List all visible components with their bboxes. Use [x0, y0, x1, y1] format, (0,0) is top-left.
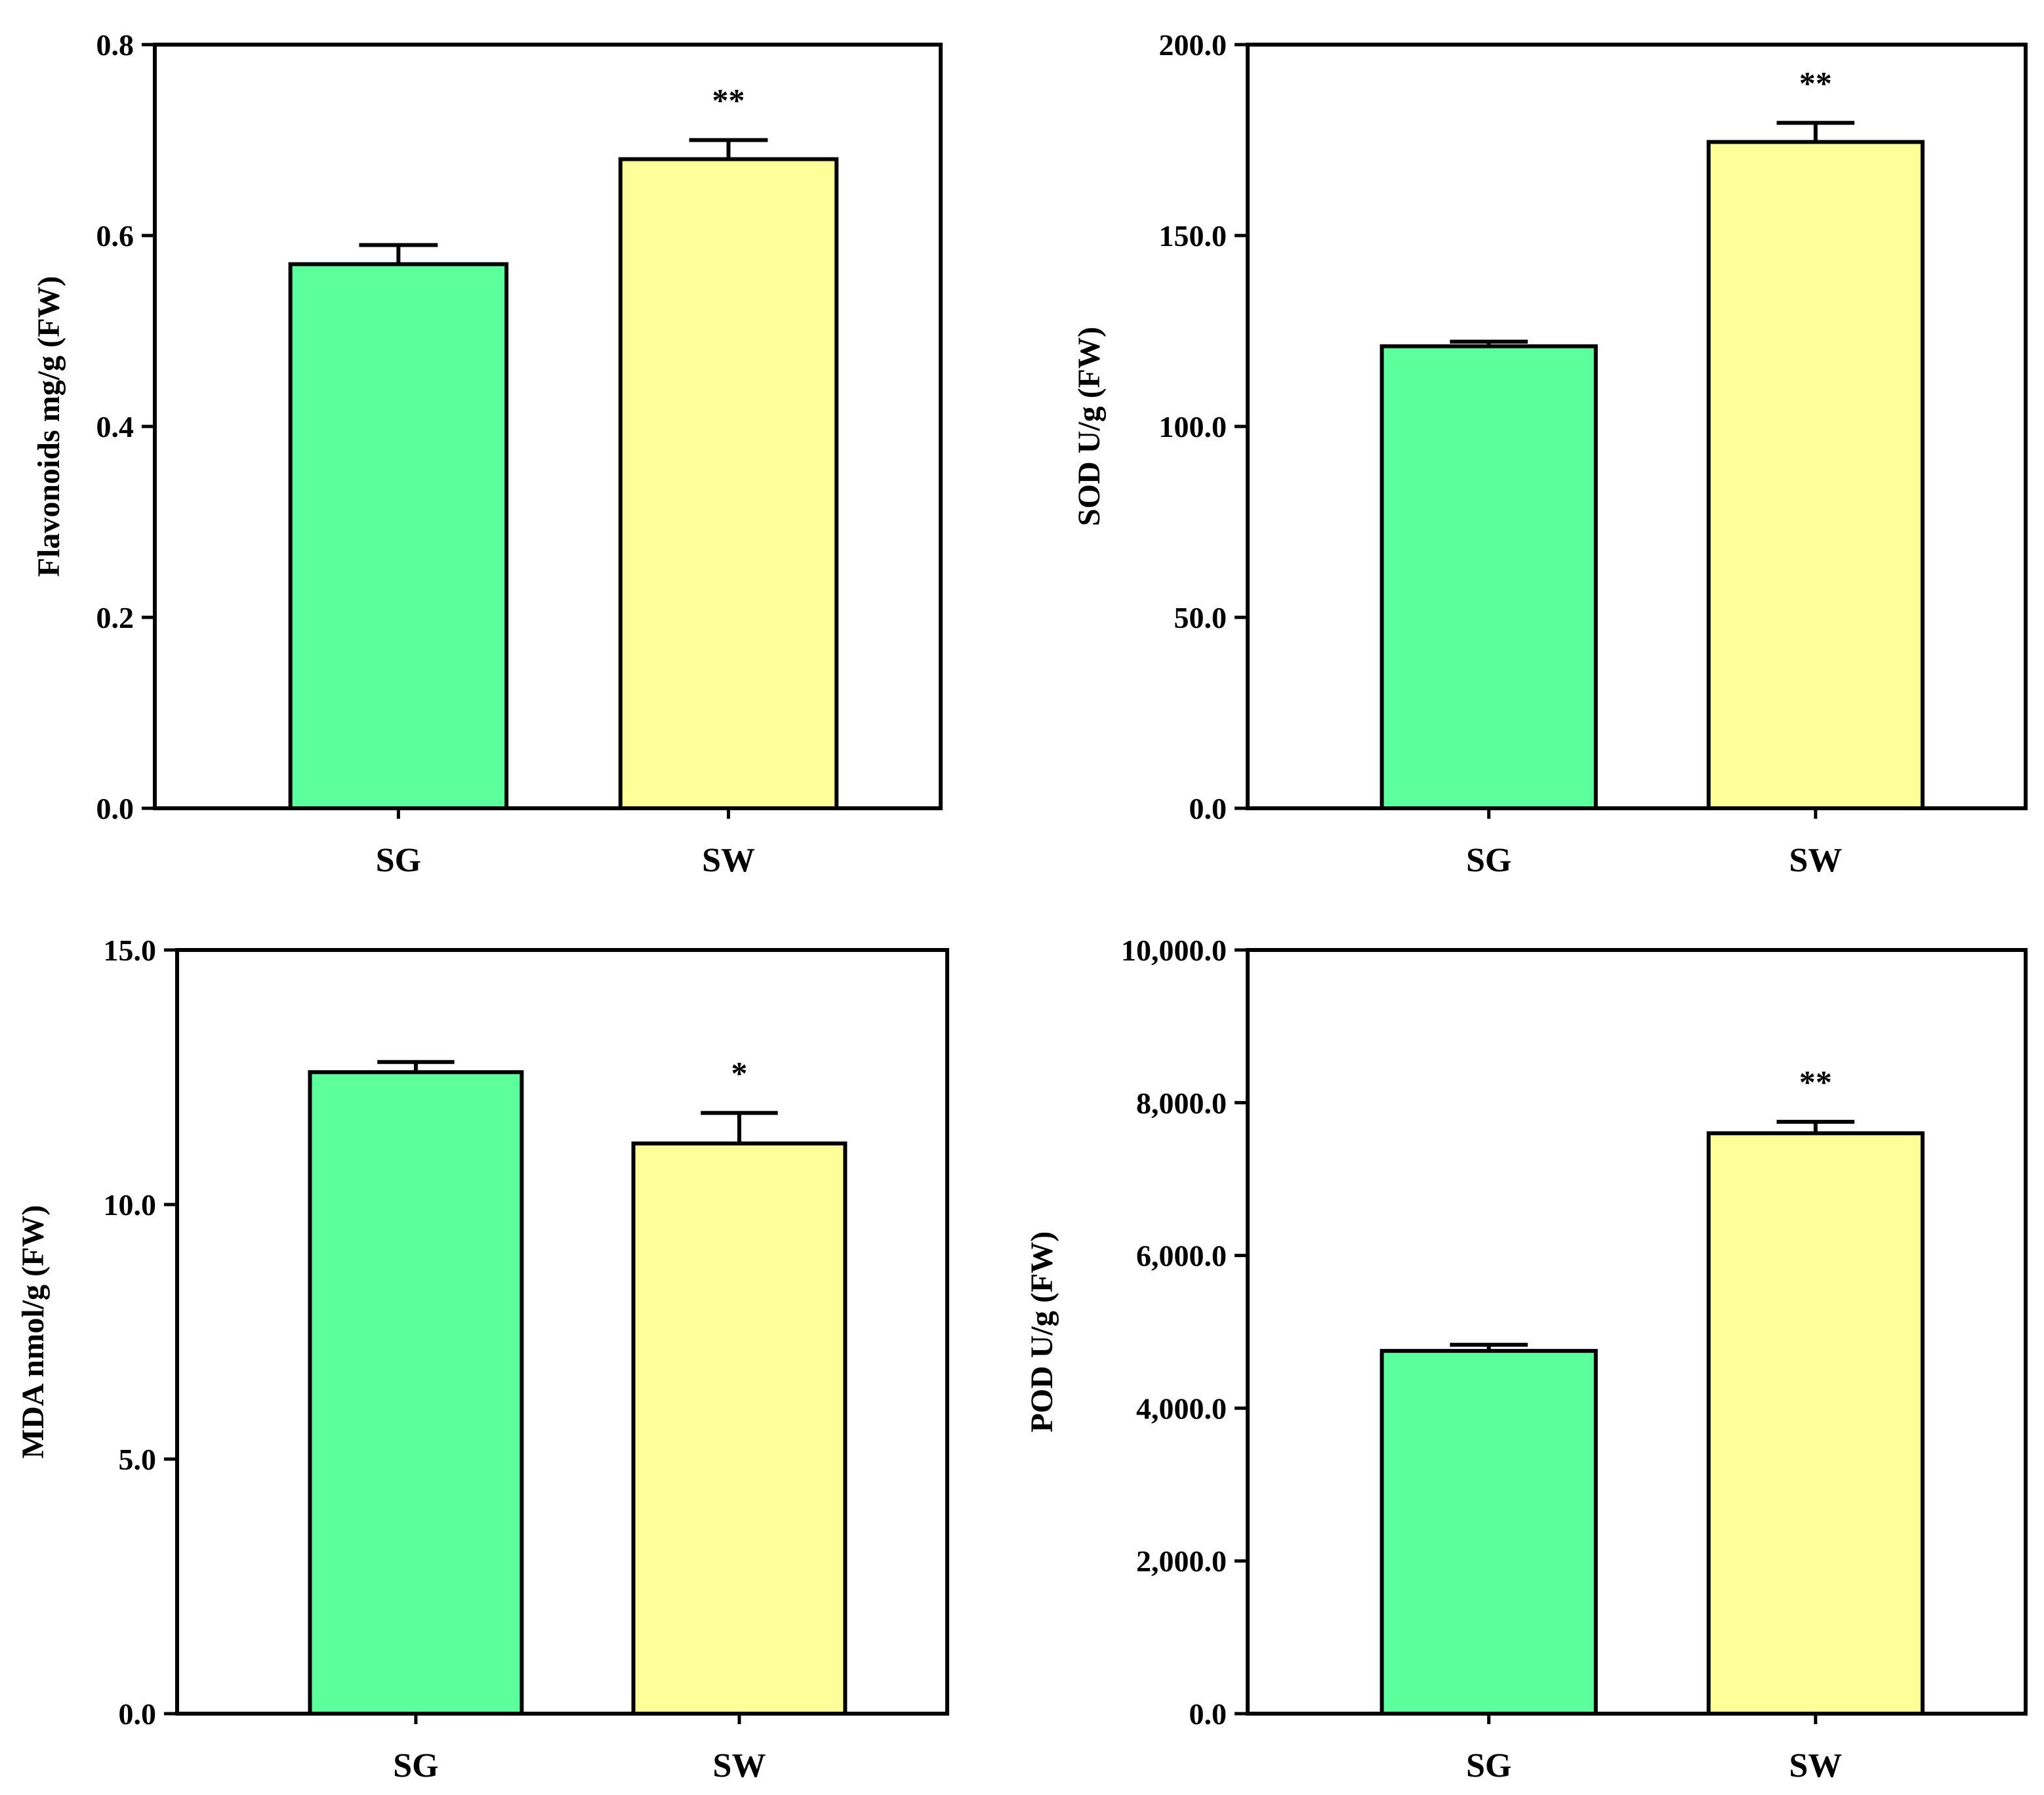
- bar-sw: [1706, 1131, 1925, 1716]
- y-tick-label: 10,000.0: [1121, 934, 1227, 967]
- y-axis-title: Flavonoids mg/g (FW): [31, 276, 66, 577]
- bar-sg: [1380, 1349, 1598, 1716]
- x-tick-label-sg: SG: [393, 1747, 438, 1785]
- y-tick-label: 5.0: [119, 1443, 157, 1476]
- y-axis-title: SOD U/g (FW): [1072, 327, 1107, 526]
- y-tick-label: 0.4: [96, 410, 134, 444]
- y-tick-label: 0.0: [119, 1697, 157, 1731]
- bar-sg: [288, 262, 509, 810]
- significance-label-sw: **: [712, 82, 745, 119]
- chart-mda: SG * SW 0.0 5.0 10.0 15.0 MDA nmol/g (FW): [16, 934, 949, 1785]
- x-tick-label-sg: SG: [1466, 842, 1511, 879]
- y-tick-label: 50.0: [1174, 601, 1227, 634]
- chart-pod: SG ** SW 0.0 2,000.0 4,000.0 6,000.0 8,000.0 10,…: [1025, 934, 2028, 1785]
- x-tick-label-sw: SW: [1789, 1747, 1842, 1785]
- y-tick-label: 8,000.0: [1136, 1086, 1227, 1120]
- y-tick-label: 4,000.0: [1136, 1392, 1227, 1425]
- bar-sw: [631, 1141, 848, 1716]
- bar-sg: [1380, 344, 1598, 810]
- y-tick-label: 150.0: [1159, 219, 1227, 253]
- x-tick-label-sw: SW: [1789, 842, 1842, 879]
- plot-frame: [1246, 948, 2028, 1716]
- plot-frame: [1246, 43, 2028, 810]
- significance-label-sw: **: [1799, 1063, 1832, 1100]
- significance-label-sw: **: [1799, 64, 1832, 101]
- bar-sw: [1706, 140, 1925, 811]
- plot-frame: [175, 948, 949, 1716]
- x-tick-label-sg: SG: [376, 842, 421, 879]
- y-tick-label: 10.0: [104, 1188, 157, 1222]
- bar-sw: [618, 157, 839, 811]
- x-tick-label-sw: SW: [713, 1747, 766, 1785]
- y-tick-label: 0.8: [96, 28, 134, 62]
- y-tick-label: 0.0: [1189, 1697, 1227, 1731]
- y-axis-title: MDA nmol/g (FW): [16, 1205, 51, 1459]
- y-tick-label: 2,000.0: [1136, 1544, 1227, 1578]
- x-tick-label-sg: SG: [1466, 1747, 1511, 1785]
- y-tick-label: 15.0: [104, 934, 157, 967]
- x-tick-label-sw: SW: [702, 842, 755, 879]
- chart-flavonoids: SG ** SW 0.0 0.2 0.4 0.6 0.8 Flavonoids mg/g (FW…: [31, 28, 943, 879]
- y-tick-label: 100.0: [1159, 410, 1227, 444]
- chart-sod: SG ** SW 0.0 50.0 100.0 150.0 200.0 SOD U/g (FW): [1072, 28, 2028, 879]
- y-axis-title: POD U/g (FW): [1025, 1231, 1059, 1433]
- y-tick-label: 0.0: [1189, 792, 1227, 825]
- y-tick-label: 0.2: [96, 601, 134, 634]
- y-tick-label: 200.0: [1159, 28, 1227, 62]
- bar-sg: [308, 1070, 524, 1716]
- plot-frame: [153, 43, 943, 810]
- y-tick-label: 0.0: [96, 792, 134, 825]
- y-tick-label: 0.6: [96, 219, 134, 253]
- y-tick-label: 6,000.0: [1136, 1239, 1227, 1273]
- significance-label-sw: *: [731, 1054, 748, 1091]
